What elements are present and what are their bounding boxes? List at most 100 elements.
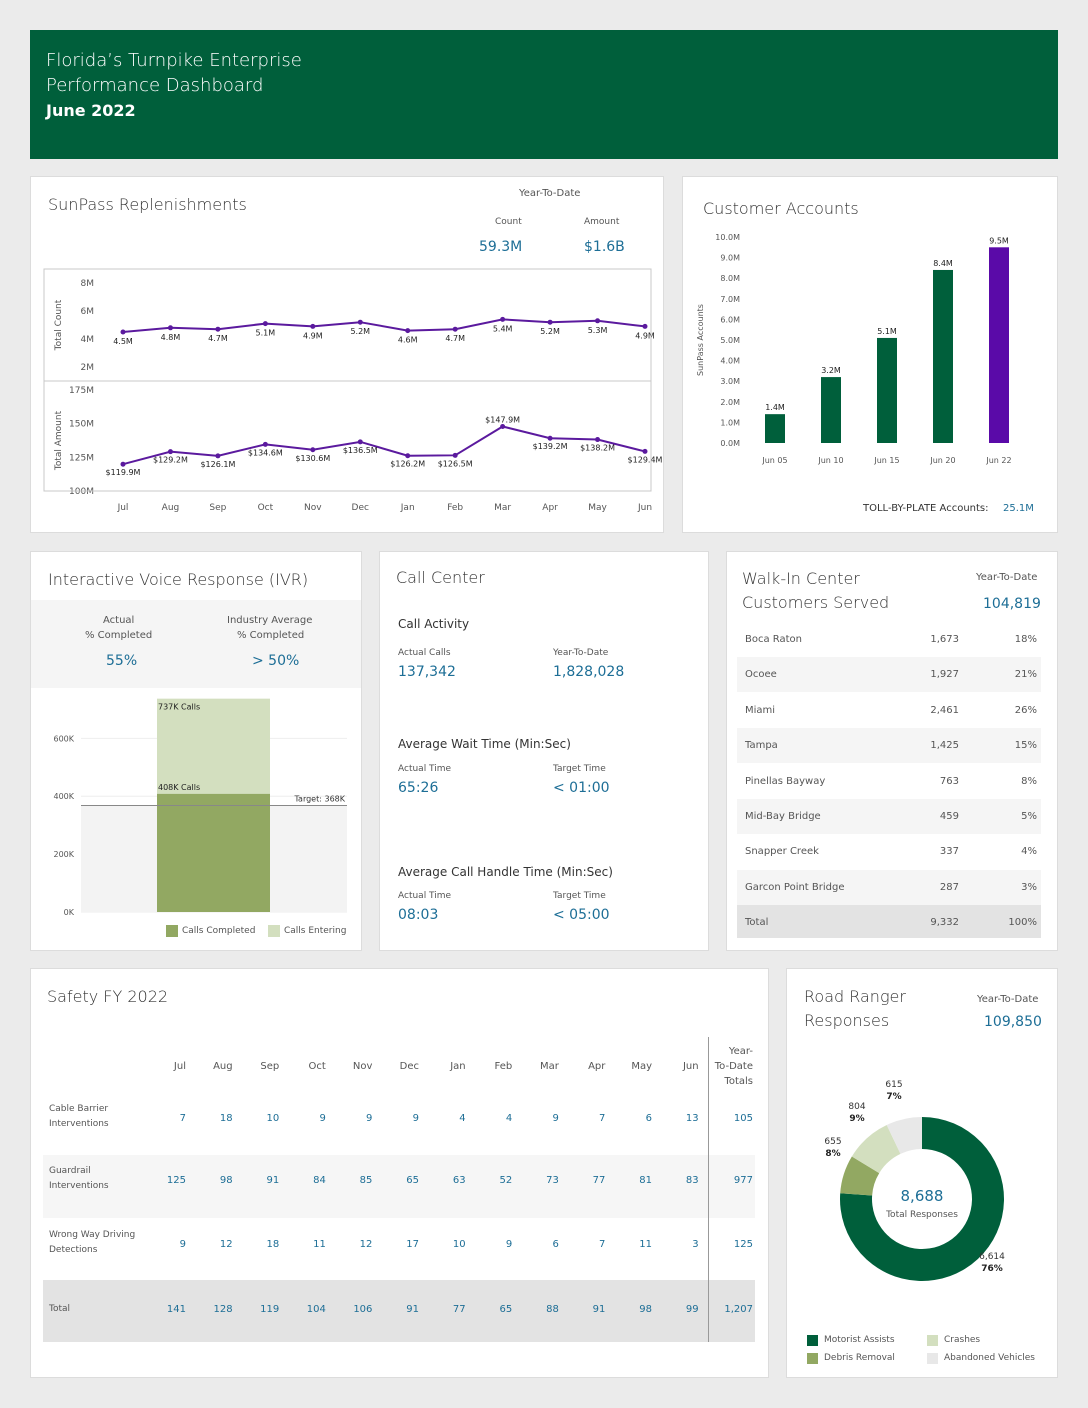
sunpass-amount-value: $1.6B xyxy=(584,239,625,255)
legend-label: Debris Removal xyxy=(824,1353,895,1363)
safety-cell: 9 xyxy=(412,1113,419,1124)
y-tick-label: 5.0M xyxy=(720,336,740,345)
ytd-calls-value: 1,828,028 xyxy=(553,664,625,680)
walkin-count: 2,461 xyxy=(930,704,959,716)
walkin-name: Snapper Creek xyxy=(745,846,819,858)
walkin-row: Garcon Point Bridge 287 3% xyxy=(737,869,1041,905)
safety-cell: 91 xyxy=(266,1175,280,1186)
walkin-row: Mid-Bay Bridge 459 5% xyxy=(737,799,1041,834)
data-label: 4.6M xyxy=(398,336,418,345)
tbp-value: 25.1M xyxy=(1003,503,1034,514)
wait-time-title: Average Wait Time (Min:Sec) xyxy=(398,737,571,751)
safety-cell: 18 xyxy=(266,1239,280,1250)
safety-row-label: Interventions xyxy=(49,1181,109,1191)
walkin-card: Walk-In Center Customers Served Year-To-… xyxy=(726,551,1058,951)
safety-cell: 81 xyxy=(639,1175,652,1186)
safety-cell: 11 xyxy=(639,1239,652,1250)
y-axis-title: Total Count xyxy=(54,299,64,351)
safety-cell: 128 xyxy=(213,1304,233,1315)
data-point xyxy=(547,435,553,441)
y-tick-label: 175M xyxy=(69,386,94,396)
y-tick-label: 200K xyxy=(53,850,74,859)
safety-row-label: Interventions xyxy=(49,1119,109,1129)
header-line-1: Florida’s Turnpike Enterprise xyxy=(46,50,302,71)
x-tick-label: Jan xyxy=(400,503,415,513)
data-point xyxy=(167,325,173,331)
y-tick-label: 6M xyxy=(81,307,95,317)
walkin-name: Miami xyxy=(745,704,776,716)
safety-cell: 84 xyxy=(313,1175,326,1186)
safety-cell: 63 xyxy=(452,1175,466,1186)
ivr-title: Interactive Voice Response (IVR) xyxy=(48,570,309,589)
data-label: 5.4M xyxy=(493,324,513,333)
x-tick-label: Jun 22 xyxy=(985,456,1011,465)
count-frame xyxy=(43,268,652,382)
call-center-card: Call Center Call Activity Actual Calls 1… xyxy=(379,551,709,951)
safety-month-header: Feb xyxy=(494,1061,513,1072)
walkin-name: Mid-Bay Bridge xyxy=(745,811,821,822)
data-label: 4.8M xyxy=(161,333,181,342)
walkin-pct: 100% xyxy=(1008,917,1037,929)
call-center-title: Call Center xyxy=(396,568,485,587)
y-tick-label: 0K xyxy=(64,908,75,917)
walkin-ytd-value: 104,819 xyxy=(983,596,1041,612)
safety-title: Safety FY 2022 xyxy=(47,987,169,1006)
walkin-count: 459 xyxy=(939,811,959,822)
data-label: 4.5M xyxy=(113,337,133,346)
safety-cell: 4 xyxy=(505,1113,513,1124)
ivr-industry-value: > 50% xyxy=(252,653,300,669)
x-tick-label: Feb xyxy=(447,503,463,513)
handle-time-title: Average Call Handle Time (Min:Sec) xyxy=(398,865,613,879)
x-tick-label: Oct xyxy=(258,503,274,513)
bar xyxy=(821,377,841,443)
walkin-count: 337 xyxy=(939,846,959,858)
road-ranger-ytd-value: 109,850 xyxy=(984,1014,1042,1030)
data-label: $139.2M xyxy=(533,442,568,451)
y-tick-label: 10.0M xyxy=(715,233,740,242)
customer-accounts-title: Customer Accounts xyxy=(703,199,859,218)
safety-cell: 65 xyxy=(499,1304,513,1315)
y-tick-label: 4.0M xyxy=(720,357,740,366)
y-tick-label: 8M xyxy=(81,279,95,289)
actual-calls-value: 137,342 xyxy=(398,664,456,680)
data-point xyxy=(357,439,363,445)
safety-total-cell: 125 xyxy=(733,1239,753,1250)
customer-accounts-card: Customer Accounts 0.0M 1.0M 2.0M 3.0M 4.0M 5.… xyxy=(682,176,1058,533)
bar xyxy=(877,337,897,443)
safety-cell: 9 xyxy=(366,1113,373,1124)
safety-cell: 83 xyxy=(685,1175,699,1186)
y-axis-title: Total Amount xyxy=(54,410,64,471)
safety-cell: 9 xyxy=(179,1239,186,1250)
data-point xyxy=(642,323,648,329)
legend-calls-completed-swatch xyxy=(166,925,178,937)
safety-month-header: Nov xyxy=(352,1061,373,1072)
sunpass-ytd-label: Year-To-Date xyxy=(519,188,581,199)
safety-month-header: May xyxy=(631,1061,652,1072)
x-tick-label: Mar xyxy=(494,503,511,513)
safety-cell: 12 xyxy=(219,1239,233,1250)
slice-pct-label: 9% xyxy=(849,1114,864,1124)
x-tick-label: Jun 05 xyxy=(761,456,787,465)
walkin-row: Tampa 1,425 15% xyxy=(737,728,1041,764)
data-label: $129.4M xyxy=(628,455,663,464)
safety-total-row-bg xyxy=(43,1280,755,1342)
data-label: 5.1M xyxy=(256,329,276,338)
handle-actual-value: 08:03 xyxy=(398,907,439,923)
handle-actual-label: Actual Time xyxy=(398,891,452,901)
x-tick-label: Jun 15 xyxy=(873,456,899,465)
walkin-pct: 15% xyxy=(1014,740,1037,752)
safety-cell: 98 xyxy=(639,1304,652,1315)
handle-target-value: < 05:00 xyxy=(553,907,610,923)
legend-calls-completed: Calls Completed xyxy=(182,926,256,936)
data-point xyxy=(452,326,458,332)
data-point xyxy=(120,461,126,467)
y-tick-label: 8.0M xyxy=(720,274,740,283)
data-point xyxy=(357,319,363,325)
target-label: Target: 368K xyxy=(293,794,345,803)
slice-pct-label: 7% xyxy=(886,1092,901,1102)
x-tick-label: Sep xyxy=(209,503,226,513)
safety-cell: 77 xyxy=(592,1175,606,1186)
walkin-name: Boca Raton xyxy=(745,634,803,645)
walkin-count: 1,673 xyxy=(930,634,959,645)
data-label: $147.9M xyxy=(485,415,520,424)
